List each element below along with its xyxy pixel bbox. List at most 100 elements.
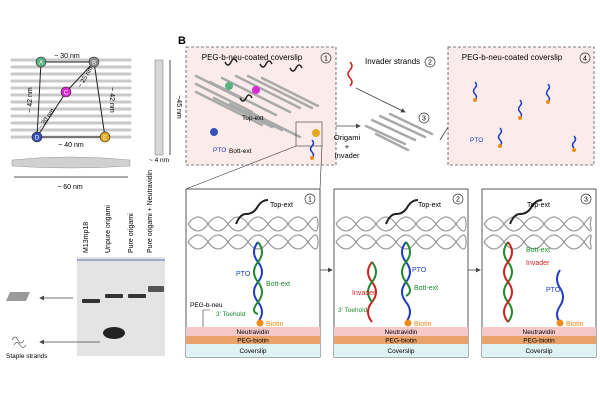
biotin-icon [256, 319, 264, 327]
top-ext-strand-3 [289, 64, 303, 72]
gel-band-m13 [82, 299, 100, 303]
zoom-line-left [185, 145, 297, 190]
dim-diag-lower: ~ 30 nm [37, 107, 56, 130]
node-a-label: A [39, 61, 43, 67]
p2-biotin-label: Biotin [414, 321, 432, 328]
staple-strands-label: Staple strands [6, 353, 48, 360]
p2-peg-biotin-label: PEG-biotin [385, 338, 417, 345]
panel-b-label: B [178, 35, 186, 47]
p2-pto-label: PTO [412, 267, 427, 274]
node-e [99, 131, 111, 143]
p3-bott-ext-label: Bott-ext [526, 247, 550, 254]
p2-neutravidin-label: Neutravidin [385, 329, 418, 336]
dim-thickness: ~ 4 nm [149, 157, 169, 164]
lane-label-3: Pure origami [128, 213, 135, 253]
bott-ext-strand [253, 241, 263, 315]
box1-title: PEG-b-neu-coated coverslip [202, 53, 303, 62]
dim-top: ~ 30 nm [54, 53, 80, 60]
node-d [31, 131, 43, 143]
p3-coverslip-label: Coverslip [525, 348, 552, 355]
invader-strand [367, 261, 377, 323]
p1-coverslip-label: Coverslip [239, 348, 266, 355]
panel2-number: 2 [456, 197, 460, 204]
invader-arrow [355, 87, 406, 113]
invader-strands-label: Invader strands [365, 57, 420, 66]
neutravidin-layer [186, 327, 320, 336]
dim-left: ~ 42 nm [27, 87, 34, 113]
zoom-line-right [319, 145, 323, 190]
node-e-label: E [103, 136, 107, 142]
pto-label-right: PTO [470, 137, 483, 144]
p3-neutravidin-label: Neutravidin [523, 329, 556, 336]
origami-edges [36, 61, 106, 138]
origami-schematic: A B C D E ~ 30 nm ~ 42 nm ~ 25 nm ~ 42 n… [10, 53, 182, 191]
p2-coverslip-label: Coverslip [387, 348, 414, 355]
gel-image [77, 257, 165, 356]
bott-ext-label: Bott-ext [229, 148, 252, 155]
site-c-dot [252, 86, 260, 94]
overview-box-1: PEG-b-neu-coated coverslip 1 Top-ext Bot… [185, 46, 337, 166]
invader-strand-icon [347, 61, 353, 87]
p3-pto-label: PTO [546, 287, 561, 294]
dim-height: ~45 nm [175, 95, 182, 119]
gel-band-unpure [105, 294, 123, 298]
detail-panel-3: 3 Top-ext Bott-ext Invader PTO Biotin Ne… [481, 188, 597, 358]
gel-band-neutravidin [148, 286, 164, 292]
box3-label-plus: + [345, 142, 350, 151]
pto-strand-overview [309, 139, 315, 159]
gel-wells [77, 259, 165, 261]
p2-top-ext-label: Top-ext [418, 202, 441, 209]
node-b [88, 56, 100, 68]
pto-label: PTO [213, 147, 226, 154]
p1-neutravidin-label: Neutravidin [237, 329, 270, 336]
coverslip-layer [186, 344, 320, 357]
overview-box-3: Origami + Invader 3 [334, 107, 461, 160]
p1-top-ext-label: Top-ext [270, 202, 293, 209]
origami-tiles [10, 58, 132, 139]
lane-label-1: M13mp18 [83, 222, 90, 253]
p3-peg-biotin-label: PEG-biotin [523, 338, 555, 345]
p2-invader-label: Invader [352, 290, 376, 297]
zoom-box [295, 121, 323, 147]
box3-label-invader: Invader [334, 151, 360, 160]
site-a-dot [225, 82, 233, 90]
p1-peg-b-neu-label: PEG-b-neu [190, 302, 223, 309]
pto-strand-released [556, 269, 564, 323]
overview-box-2: Invader strands 2 [347, 56, 436, 113]
box3-label-origami: Origami [334, 133, 361, 142]
dim-right: ~ 42 nm [108, 87, 115, 113]
top-ext-strand-4 [239, 94, 253, 102]
box3-number: 3 [422, 116, 426, 123]
biotin-dot-overview [310, 156, 314, 160]
p1-peg-biotin-label: PEG-biotin [237, 338, 269, 345]
top-ext-label: Top-ext [242, 115, 264, 122]
site-e-dot [312, 129, 320, 137]
gel-panel: M13mp18 Unpure origami Pure origami Pure… [6, 170, 165, 360]
box2-number: 2 [428, 60, 432, 67]
origami-edge-view [154, 59, 164, 156]
node-a [35, 56, 47, 68]
p2-toehold-label: 3' Toehold [338, 307, 368, 314]
p2-bott-ext-label: Bott-ext [414, 285, 438, 292]
gel-band-pure [128, 294, 146, 298]
overview-box-4: PEG-b-neu-coated coverslip 4 PTO [447, 46, 595, 166]
origami-band-icon [6, 292, 30, 301]
box4-title: PEG-b-neu-coated coverslip [462, 53, 563, 62]
node-d-label: D [35, 136, 40, 142]
origami-side-view [11, 156, 131, 169]
top-ext-strand-1 [224, 58, 238, 66]
p3-invader-label: Invader [526, 260, 550, 267]
detail-panel-1: 1 Top-ext PTO Bott-ext 3' Toehold PEG-b-… [185, 188, 321, 358]
dim-bottom: ~ 40 nm [58, 142, 84, 149]
p3-top-ext-label: Top-ext [527, 202, 550, 209]
panel3-number: 3 [584, 197, 588, 204]
p1-pto-label: PTO [236, 271, 251, 278]
staple-strands-icon [11, 336, 27, 348]
node-c [60, 86, 72, 98]
box4-number: 4 [583, 56, 587, 63]
p3-biotin-label: Biotin [566, 321, 584, 328]
dim-width: ~ 60 nm [57, 184, 83, 191]
p1-bott-ext-label: Bott-ext [266, 281, 290, 288]
detail-panel-2: 2 Top-ext PTO Bott-ext Invader 3' Toehol… [333, 188, 469, 358]
top-ext-strand-2 [259, 60, 273, 68]
